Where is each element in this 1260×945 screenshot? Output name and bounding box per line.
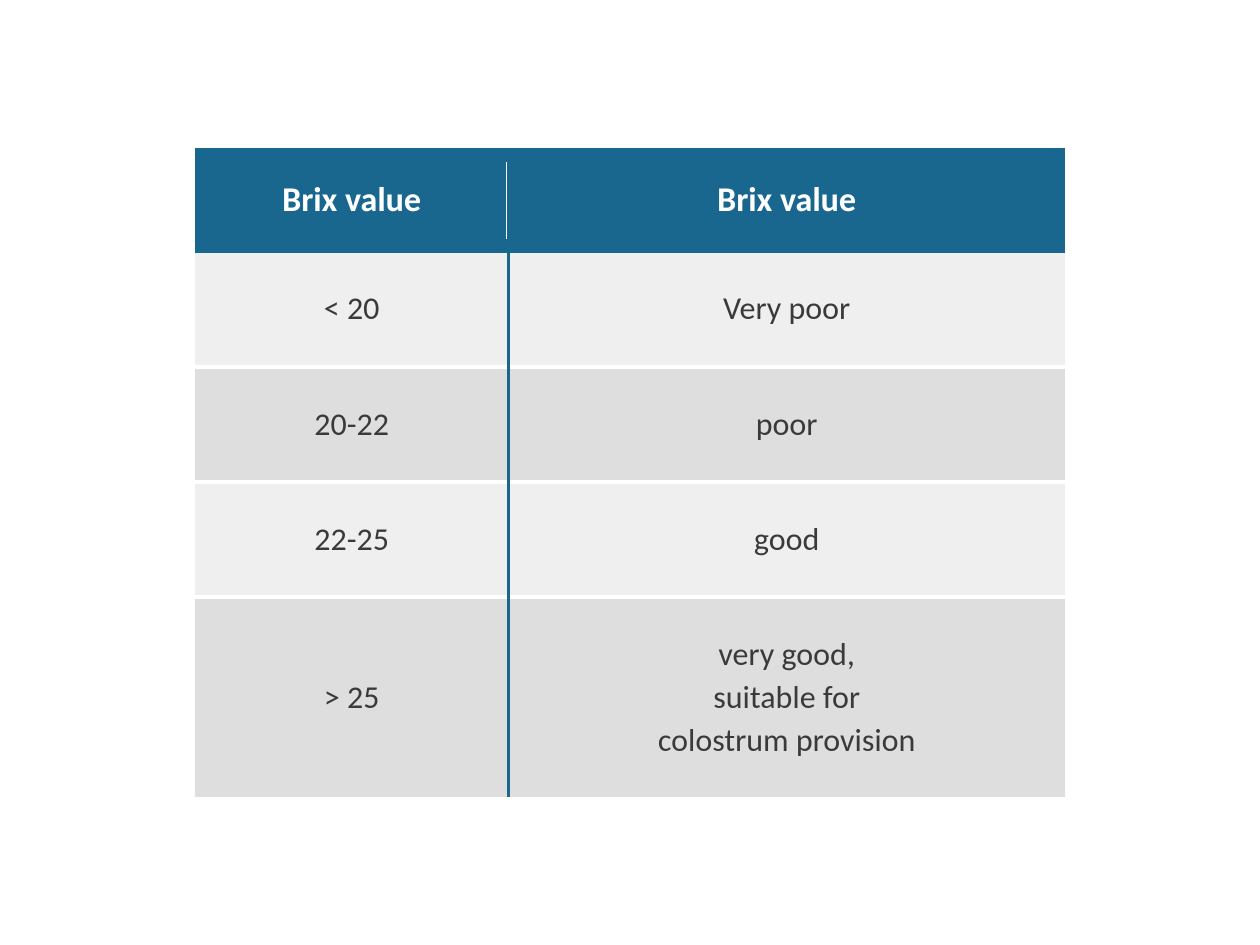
header-col-1: Brix value xyxy=(195,148,508,253)
cell-quality: good xyxy=(508,484,1065,599)
table-row: 22-25 good xyxy=(195,484,1065,599)
cell-brix: > 25 xyxy=(195,599,508,797)
header-row: Brix value Brix value xyxy=(195,148,1065,253)
brix-table: Brix value Brix value < 20 Very poor 20-… xyxy=(195,148,1065,796)
cell-quality: very good, suitable for colostrum provis… xyxy=(508,599,1065,797)
table-row: < 20 Very poor xyxy=(195,253,1065,368)
cell-quality: poor xyxy=(508,369,1065,484)
table-row: 20-22 poor xyxy=(195,369,1065,484)
table-row: > 25 very good, suitable for colostrum p… xyxy=(195,599,1065,797)
brix-table-container: Brix value Brix value < 20 Very poor 20-… xyxy=(195,148,1065,796)
cell-brix: < 20 xyxy=(195,253,508,368)
cell-brix: 22-25 xyxy=(195,484,508,599)
cell-quality: Very poor xyxy=(508,253,1065,368)
cell-brix: 20-22 xyxy=(195,369,508,484)
header-col-2: Brix value xyxy=(508,148,1065,253)
